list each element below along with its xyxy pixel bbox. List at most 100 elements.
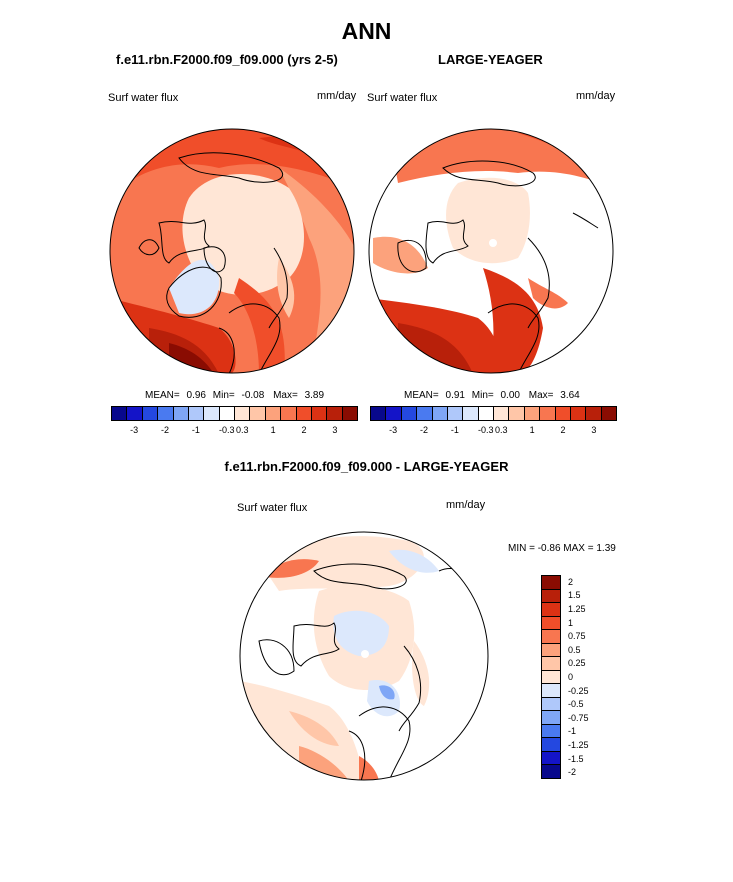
colorbar-cell bbox=[112, 407, 128, 420]
colorbar-cell bbox=[542, 738, 560, 752]
colorbar-tick-label: -2 bbox=[420, 425, 429, 435]
colorbar-tick-label: -1 bbox=[450, 425, 459, 435]
colorbar-tick-label: -0.3 bbox=[478, 425, 494, 435]
right-panel-units: mm/day bbox=[576, 90, 616, 102]
colorbar-cell bbox=[542, 711, 560, 725]
colorbar-cell bbox=[188, 407, 205, 420]
right-panel-variable-label: Surf water flux bbox=[367, 92, 438, 104]
colorbar-cell bbox=[219, 407, 235, 420]
right-colorbar-ticks: -3 -2 -1 -0.3 0.3 1 2 3 bbox=[370, 425, 617, 439]
right-polar-map bbox=[368, 128, 614, 374]
colorbar-cell bbox=[586, 407, 602, 420]
colorbar-tick-label: 3 bbox=[332, 425, 338, 435]
right-max-label: Max= bbox=[528, 390, 554, 401]
colorbar-cell bbox=[570, 407, 587, 420]
right-colorbar bbox=[370, 406, 617, 421]
colorbar-cell bbox=[542, 589, 560, 604]
right-max-value: 3.64 bbox=[560, 390, 580, 401]
colorbar-cell bbox=[401, 407, 418, 420]
difference-title: f.e11.rbn.F2000.f09_f09.000 - LARGE-YEAG… bbox=[224, 459, 509, 474]
diff-panel-minmax: MIN = -0.86 MAX = 1.39 bbox=[508, 543, 616, 554]
colorbar-tick-label: 0.5 bbox=[568, 644, 581, 655]
left-polar-map bbox=[109, 128, 355, 374]
colorbar-tick-label: 0.75 bbox=[568, 631, 586, 642]
colorbar-tick-label: -2 bbox=[161, 425, 170, 435]
colorbar-cell bbox=[127, 407, 143, 420]
colorbar-cell bbox=[542, 643, 560, 658]
left-min-label: Min= bbox=[212, 390, 235, 401]
colorbar-cell bbox=[555, 407, 571, 420]
colorbar-cell bbox=[542, 724, 560, 739]
colorbar-tick-label: 1 bbox=[568, 617, 574, 628]
colorbar-cell bbox=[478, 407, 494, 420]
right-panel-stats: MEAN= 0.91 Min= 0.00 Max= 3.64 bbox=[404, 390, 580, 401]
colorbar-tick-label: 1 bbox=[529, 425, 535, 435]
colorbar-cell bbox=[542, 684, 560, 698]
colorbar-cell bbox=[327, 407, 343, 420]
colorbar-cell bbox=[542, 751, 560, 766]
colorbar-tick-label: 3 bbox=[591, 425, 597, 435]
left-panel-variable-label: Surf water flux bbox=[108, 92, 179, 104]
colorbar-cell bbox=[542, 657, 560, 671]
colorbar-cell bbox=[158, 407, 174, 420]
colorbar-tick-label: -0.3 bbox=[219, 425, 235, 435]
colorbar-cell bbox=[417, 407, 433, 420]
right-mean-value: 0.91 bbox=[445, 390, 465, 401]
left-max-value: 3.89 bbox=[304, 390, 325, 401]
colorbar-cell bbox=[494, 407, 510, 420]
left-panel-stats: MEAN= 0.96 Min= -0.08 Max= 3.89 bbox=[145, 390, 324, 401]
colorbar-cell bbox=[142, 407, 159, 420]
right-mean-label: MEAN= bbox=[404, 390, 439, 401]
colorbar-cell bbox=[311, 407, 328, 420]
left-min-value: -0.08 bbox=[241, 390, 265, 401]
colorbar-tick-label: -1.5 bbox=[568, 753, 584, 764]
colorbar-cell bbox=[542, 697, 560, 712]
colorbar-cell bbox=[542, 765, 560, 778]
colorbar-tick-label: 0 bbox=[568, 672, 574, 682]
colorbar-tick-label: -1 bbox=[568, 726, 577, 737]
left-max-label: Max= bbox=[273, 390, 298, 401]
left-panel-case-title: f.e11.rbn.F2000.f09_f09.000 (yrs 2-5) bbox=[116, 52, 338, 67]
left-colorbar bbox=[111, 406, 358, 421]
colorbar-cell bbox=[447, 407, 464, 420]
colorbar-cell bbox=[342, 407, 357, 420]
colorbar-cell bbox=[509, 407, 525, 420]
colorbar-cell bbox=[542, 630, 560, 644]
colorbar-tick-label: 2 bbox=[560, 425, 566, 435]
colorbar-tick-label: -3 bbox=[130, 425, 139, 435]
colorbar-cell bbox=[542, 603, 560, 617]
difference-colorbar bbox=[541, 575, 561, 779]
colorbar-cell bbox=[204, 407, 220, 420]
diff-panel-units: mm/day bbox=[446, 499, 486, 511]
colorbar-tick-label: -0.5 bbox=[568, 699, 584, 710]
colorbar-tick-label: -0.25 bbox=[568, 685, 589, 696]
colorbar-cell bbox=[296, 407, 312, 420]
colorbar-tick-label: -3 bbox=[389, 425, 398, 435]
colorbar-cell bbox=[386, 407, 402, 420]
right-min-value: 0.00 bbox=[500, 390, 520, 401]
left-panel-units: mm/day bbox=[317, 90, 357, 102]
colorbar-cell bbox=[601, 407, 616, 420]
right-min-label: Min= bbox=[471, 390, 494, 401]
colorbar-tick-label: -1.25 bbox=[568, 740, 589, 750]
colorbar-cell bbox=[542, 576, 560, 590]
colorbar-tick-label: -0.75 bbox=[568, 712, 589, 723]
colorbar-cell bbox=[281, 407, 297, 420]
colorbar-cell bbox=[173, 407, 189, 420]
colorbar-cell bbox=[265, 407, 282, 420]
colorbar-tick-label: 2 bbox=[568, 576, 574, 587]
colorbar-cell bbox=[432, 407, 448, 420]
left-colorbar-ticks: -3 -2 -1 -0.3 0.3 1 2 3 bbox=[111, 425, 358, 439]
colorbar-cell bbox=[524, 407, 541, 420]
colorbar-tick-label: -2 bbox=[568, 767, 577, 778]
colorbar-cell bbox=[250, 407, 266, 420]
colorbar-cell bbox=[235, 407, 251, 420]
colorbar-tick-label: 0.3 bbox=[235, 425, 249, 435]
difference-colorbar-labels: 2 1.5 1.25 1 0.75 0.5 0.25 0 -0.25 -0.5 -0.75 -1 -1.… bbox=[568, 575, 628, 779]
colorbar-tick-label: 1 bbox=[270, 425, 276, 435]
difference-polar-map bbox=[239, 531, 489, 781]
colorbar-tick-label: 0.3 bbox=[494, 425, 508, 435]
right-panel-case-title: LARGE-YEAGER bbox=[438, 52, 543, 67]
colorbar-cell bbox=[463, 407, 479, 420]
colorbar-cell bbox=[371, 407, 387, 420]
